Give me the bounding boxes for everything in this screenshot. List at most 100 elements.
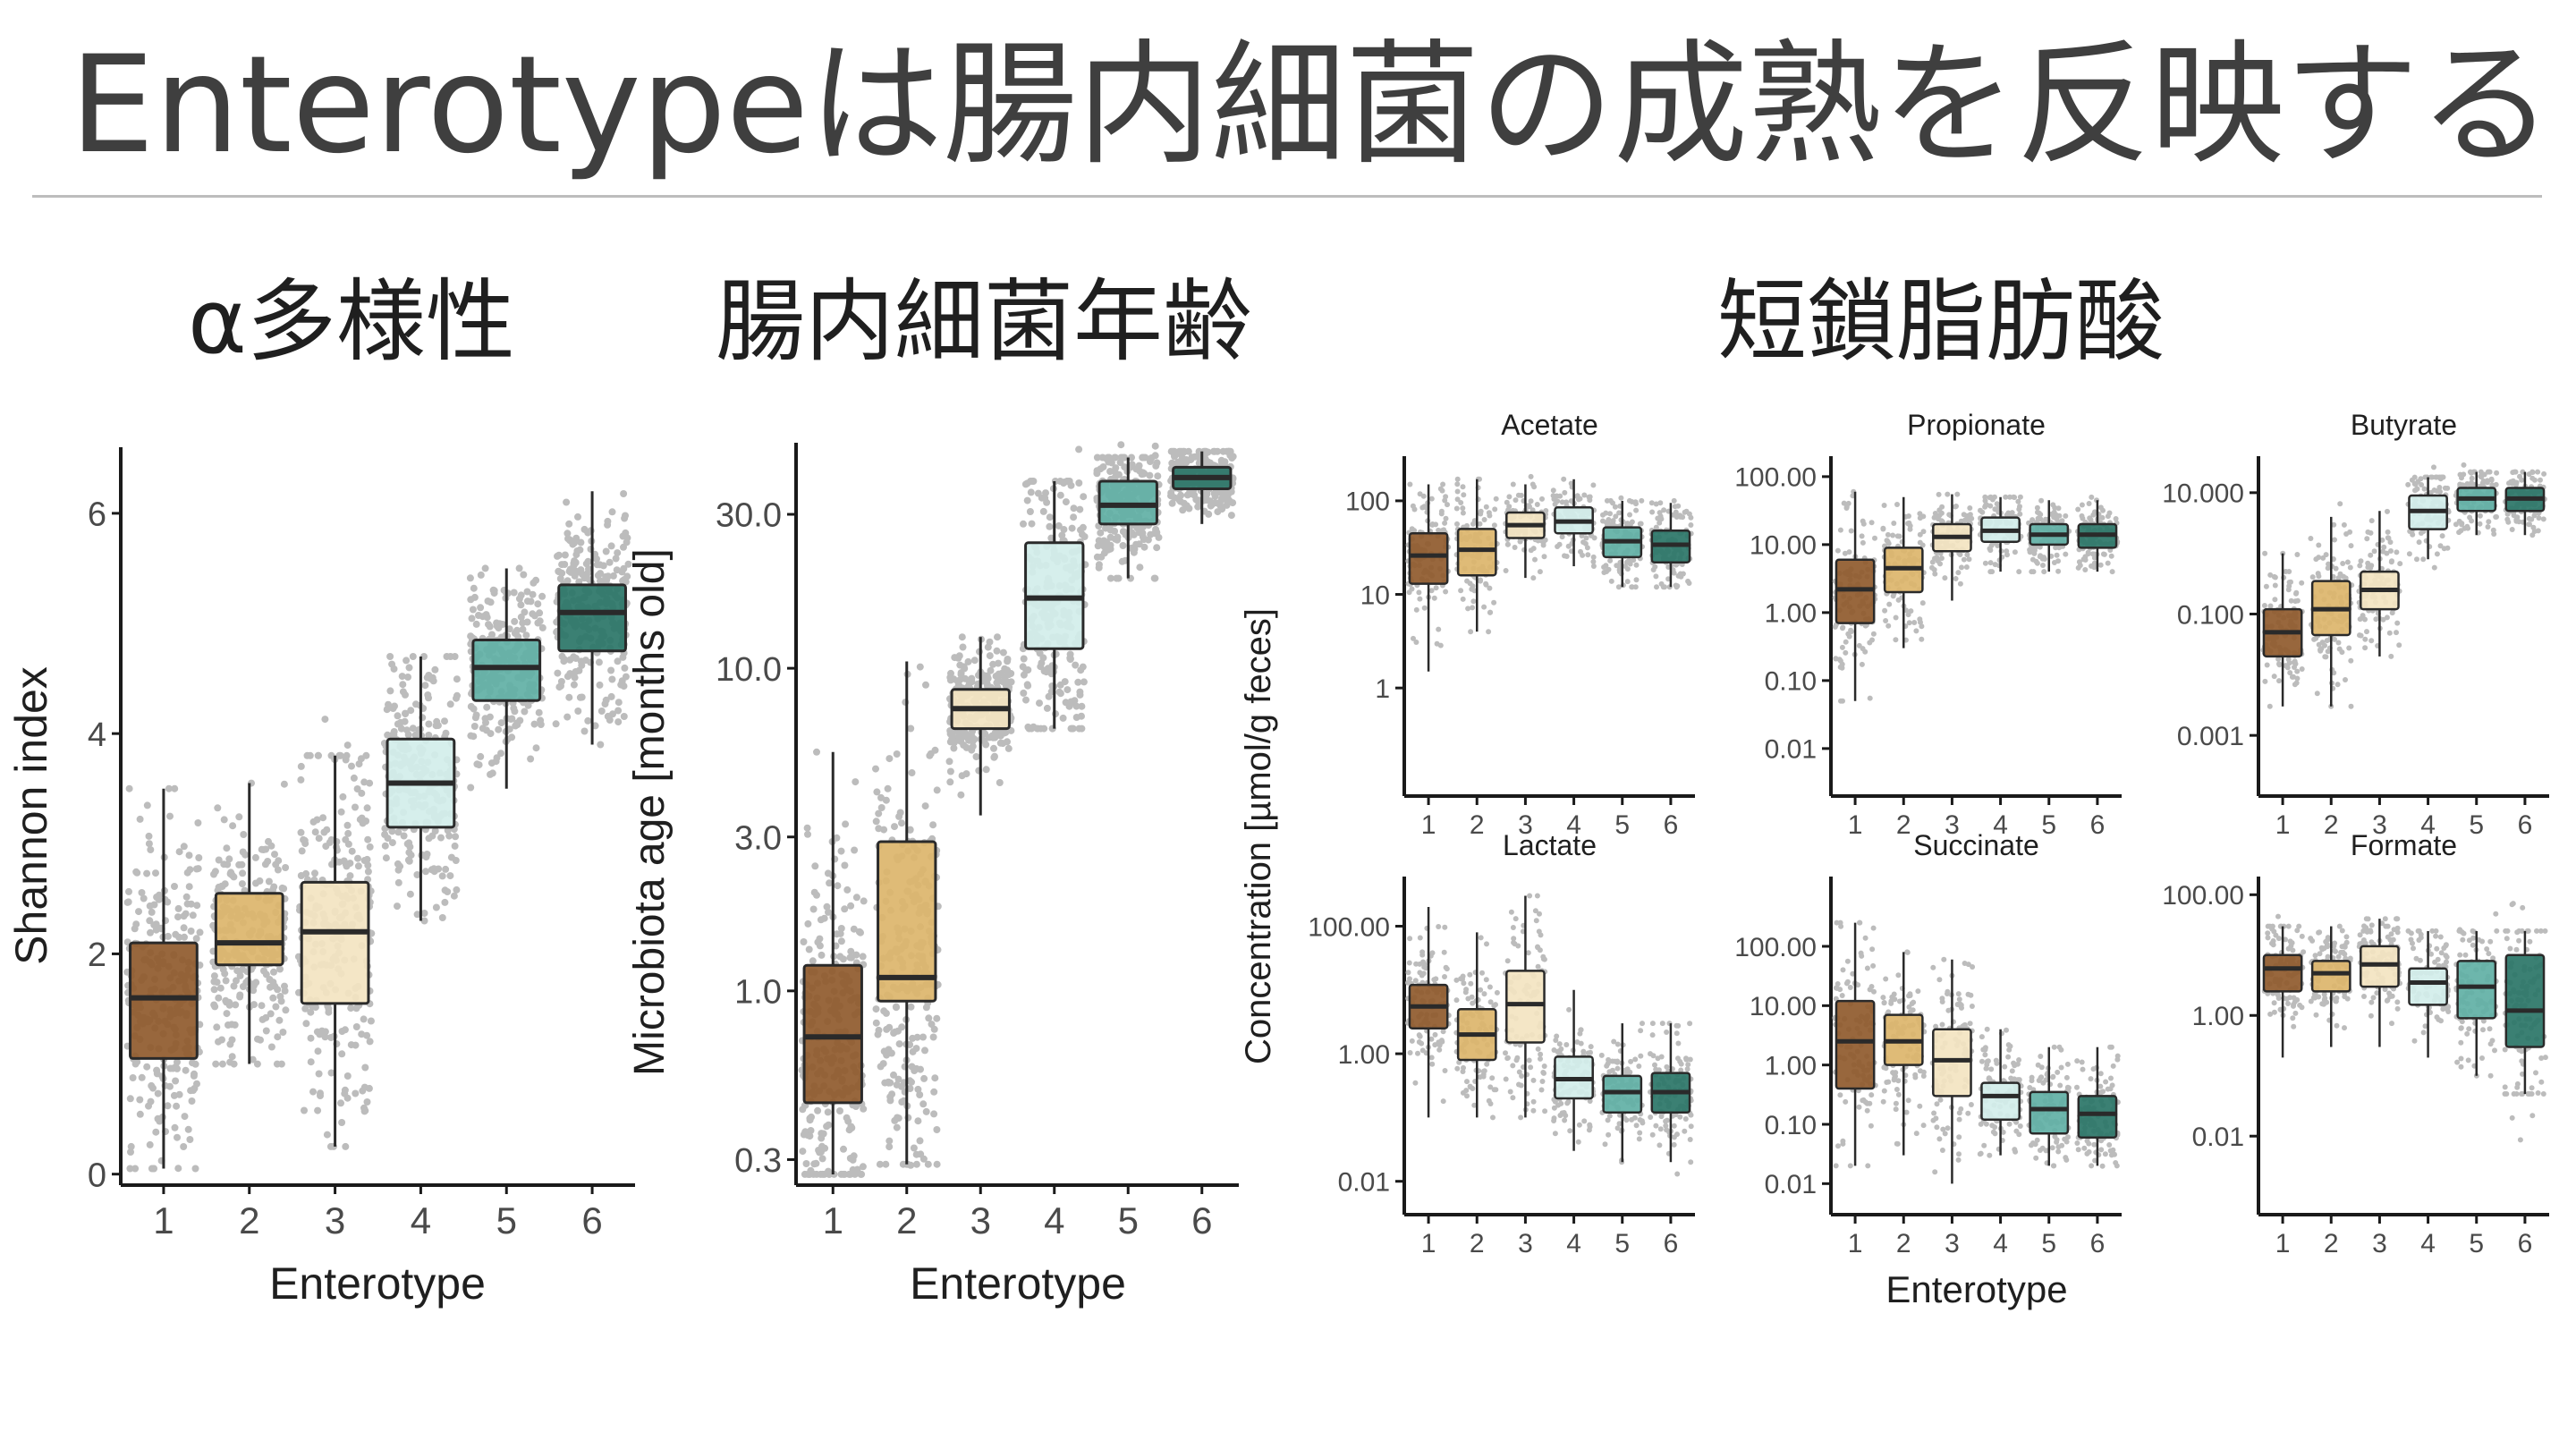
- data-point: [1067, 724, 1075, 733]
- data-point: [341, 1089, 349, 1097]
- data-point: [1562, 489, 1568, 496]
- data-point: [618, 568, 626, 576]
- x-axis-title: Enterotype: [910, 1258, 1126, 1309]
- data-point: [532, 576, 540, 584]
- data-point: [1587, 497, 1593, 504]
- data-point: [517, 613, 525, 621]
- data-point: [2284, 665, 2291, 671]
- data-point: [514, 632, 522, 640]
- data-point: [1504, 541, 1511, 547]
- data-point: [145, 840, 153, 848]
- data-point: [567, 568, 575, 576]
- data-point: [1945, 491, 1951, 497]
- data-point: [1151, 574, 1159, 582]
- data-point: [2029, 569, 2035, 575]
- data-point: [2333, 565, 2339, 572]
- data-point: [2016, 506, 2022, 513]
- data-point: [258, 1002, 266, 1010]
- data-point: [136, 1096, 144, 1104]
- data-point: [1481, 604, 1487, 610]
- data-point: [1559, 534, 1565, 540]
- data-point: [222, 977, 230, 985]
- data-point: [2031, 547, 2038, 554]
- data-point: [1118, 557, 1126, 565]
- data-point: [180, 1143, 188, 1150]
- data-point: [432, 903, 440, 911]
- box-iqr: [1097, 479, 1158, 526]
- data-point: [2320, 555, 2326, 561]
- data-point: [804, 919, 812, 928]
- data-point: [2373, 616, 2379, 623]
- data-point: [607, 542, 615, 550]
- data-point: [1578, 548, 1583, 555]
- data-point: [1608, 578, 1614, 584]
- data-point: [413, 911, 421, 919]
- data-point: [1955, 570, 1962, 576]
- data-point: [445, 832, 453, 840]
- data-point: [1078, 702, 1086, 710]
- data-point: [444, 888, 452, 895]
- data-point: [1034, 724, 1042, 733]
- data-point: [595, 658, 603, 666]
- data-point: [1552, 501, 1558, 507]
- data-point: [1987, 547, 1994, 554]
- data-point: [467, 784, 475, 792]
- data-point: [466, 574, 474, 582]
- data-point: [920, 1074, 928, 1082]
- raw-data-points: [1832, 488, 2121, 704]
- data-point: [895, 812, 903, 820]
- data-point: [1486, 629, 1492, 635]
- data-point: [481, 715, 489, 723]
- data-point: [138, 889, 146, 896]
- data-point: [477, 604, 485, 612]
- data-point: [1416, 589, 1422, 596]
- data-point: [1228, 454, 1236, 462]
- data-point: [1026, 508, 1034, 515]
- data-point: [946, 676, 954, 684]
- data-point: [929, 821, 937, 829]
- data-point: [267, 983, 274, 991]
- data-point: [420, 653, 428, 660]
- data-point: [2357, 616, 2363, 623]
- data-point: [2315, 571, 2321, 577]
- y-tick-label: 1.00: [1765, 599, 1817, 629]
- data-point: [2091, 551, 2097, 557]
- data-point: [884, 784, 892, 792]
- data-point: [916, 1137, 924, 1145]
- data-point: [930, 1088, 938, 1096]
- data-point: [363, 1031, 371, 1039]
- data-point: [181, 933, 188, 941]
- data-point: [577, 657, 585, 665]
- data-point: [1894, 502, 1900, 507]
- data-point: [529, 590, 537, 598]
- data-point: [1610, 500, 1615, 506]
- data-point: [421, 682, 429, 690]
- data-point: [1469, 586, 1475, 592]
- data-point: [1585, 552, 1591, 558]
- data-point: [1100, 537, 1108, 545]
- data-point: [800, 938, 808, 945]
- facet-title: Propionate: [1907, 409, 2046, 441]
- data-point: [303, 751, 311, 759]
- data-point: [174, 904, 182, 912]
- data-point: [1461, 492, 1467, 498]
- data-point: [1027, 488, 1035, 496]
- data-point: [1022, 666, 1030, 674]
- data-point: [1071, 697, 1079, 705]
- data-point: [994, 633, 1001, 641]
- data-point: [230, 982, 238, 990]
- data-point: [805, 945, 813, 953]
- data-point: [1076, 691, 1084, 699]
- data-point: [1840, 698, 1845, 704]
- data-point: [1653, 573, 1659, 580]
- data-point: [1649, 509, 1656, 515]
- data-point: [315, 751, 322, 759]
- data-point: [1061, 678, 1069, 686]
- data-point: [1885, 538, 1891, 545]
- data-point: [452, 833, 460, 841]
- data-point: [957, 791, 965, 799]
- data-point: [517, 601, 525, 609]
- data-point: [1177, 447, 1185, 455]
- data-point: [1004, 657, 1012, 665]
